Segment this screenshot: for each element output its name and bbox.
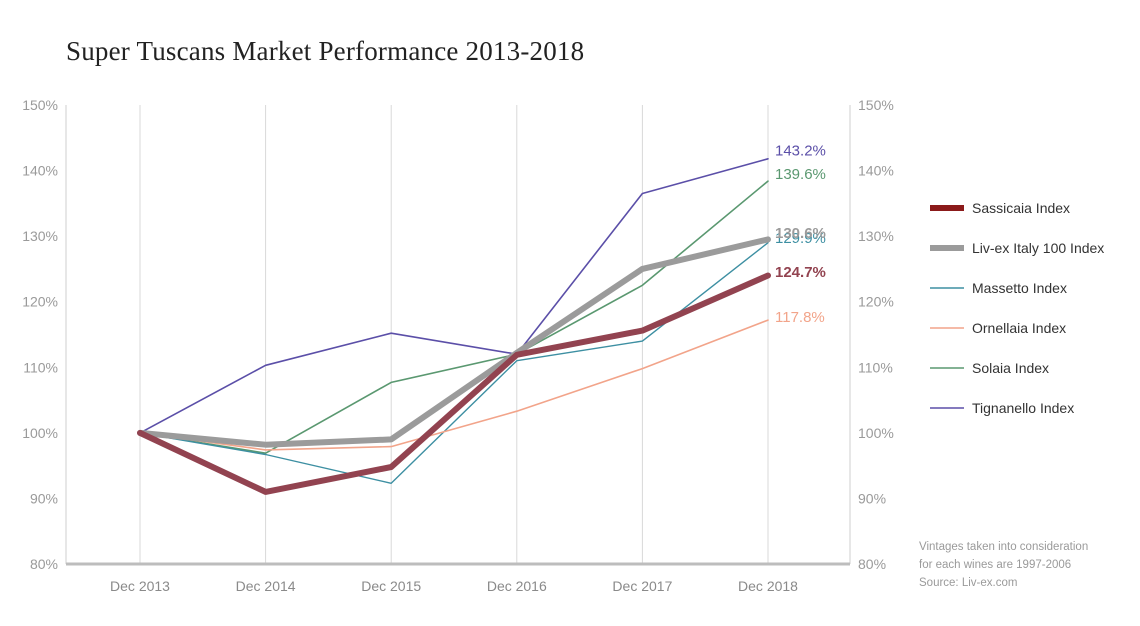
legend-label: Ornellaia Index — [972, 320, 1066, 336]
note-line-1: Vintages taken into consideration — [919, 541, 1089, 553]
legend-label: Sassicaia Index — [972, 200, 1070, 216]
end-label: 143.2% — [775, 143, 826, 160]
series-line-tignanello-index — [139, 158, 769, 434]
end-label: 129.9% — [775, 230, 826, 247]
legend: Sassicaia Index Liv-ex Italy 100 Index Mas… — [930, 200, 1104, 416]
legend-label: Tignanello Index — [972, 400, 1074, 416]
grid-lines — [65, 105, 851, 566]
x-tick-label: Dec 2015 — [361, 578, 421, 594]
end-labels: 143.2% 139.6% 129.9% 117.8% 130.6% 124.7% — [775, 143, 826, 327]
legend-label: Liv-ex Italy 100 Index — [972, 240, 1104, 256]
end-label: 130.6% — [775, 225, 826, 242]
series-line-solaia-index — [139, 180, 769, 455]
legend-label: Solaia Index — [972, 360, 1049, 376]
y-tick-label-left: 110% — [23, 359, 58, 375]
x-tick-label: Dec 2017 — [612, 578, 672, 594]
x-axis: Dec 2013 Dec 2014 Dec 2015 Dec 2016 Dec 2017… — [110, 578, 798, 594]
series-line-massetto-index — [139, 241, 769, 484]
source-note: Vintages taken into consideration for ea… — [919, 538, 1088, 592]
y-tick-label-right: 140% — [858, 163, 894, 179]
y-tick-label-right: 130% — [858, 228, 894, 244]
series-line-ornellaia-index — [139, 319, 769, 451]
x-tick-label: Dec 2018 — [738, 578, 798, 594]
y-tick-label-right: 100% — [858, 425, 894, 441]
y-axis-left: 80% 90% 100% 110% 120% 130% 140% 150% — [22, 97, 58, 572]
series-line-liv-ex-italy-100-index — [137, 236, 771, 448]
y-tick-label-left: 80% — [30, 556, 58, 572]
series-line-sassicaia-index — [137, 272, 771, 495]
y-tick-label-left: 140% — [22, 163, 58, 179]
end-label: 139.6% — [775, 166, 826, 183]
end-label: 124.7% — [775, 264, 826, 281]
series-lines — [137, 158, 771, 495]
y-tick-label-left: 130% — [22, 228, 58, 244]
legend-label: Massetto Index — [972, 280, 1067, 296]
y-tick-label-right: 150% — [858, 97, 894, 113]
chart-title: Super Tuscans Market Performance 2013-20… — [66, 36, 585, 66]
y-tick-label-right: 120% — [858, 294, 894, 310]
y-tick-label-right: 80% — [858, 556, 886, 572]
note-line-3: Source: Liv-ex.com — [919, 577, 1018, 589]
end-label: 117.8% — [775, 309, 825, 326]
x-tick-label: Dec 2016 — [487, 578, 547, 594]
y-tick-label-left: 120% — [22, 294, 58, 310]
y-tick-label-left: 90% — [30, 490, 58, 506]
y-tick-label-right: 90% — [858, 490, 886, 506]
x-tick-label: Dec 2014 — [236, 578, 296, 594]
x-tick-label: Dec 2013 — [110, 578, 170, 594]
y-tick-label-left: 150% — [22, 97, 58, 113]
note-line-2: for each wines are 1997-2006 — [919, 559, 1072, 571]
y-tick-label-right: 110% — [858, 359, 893, 375]
y-axis-right: 80% 90% 100% 110% 120% 130% 140% 150% — [858, 97, 894, 572]
y-tick-label-left: 100% — [22, 425, 58, 441]
